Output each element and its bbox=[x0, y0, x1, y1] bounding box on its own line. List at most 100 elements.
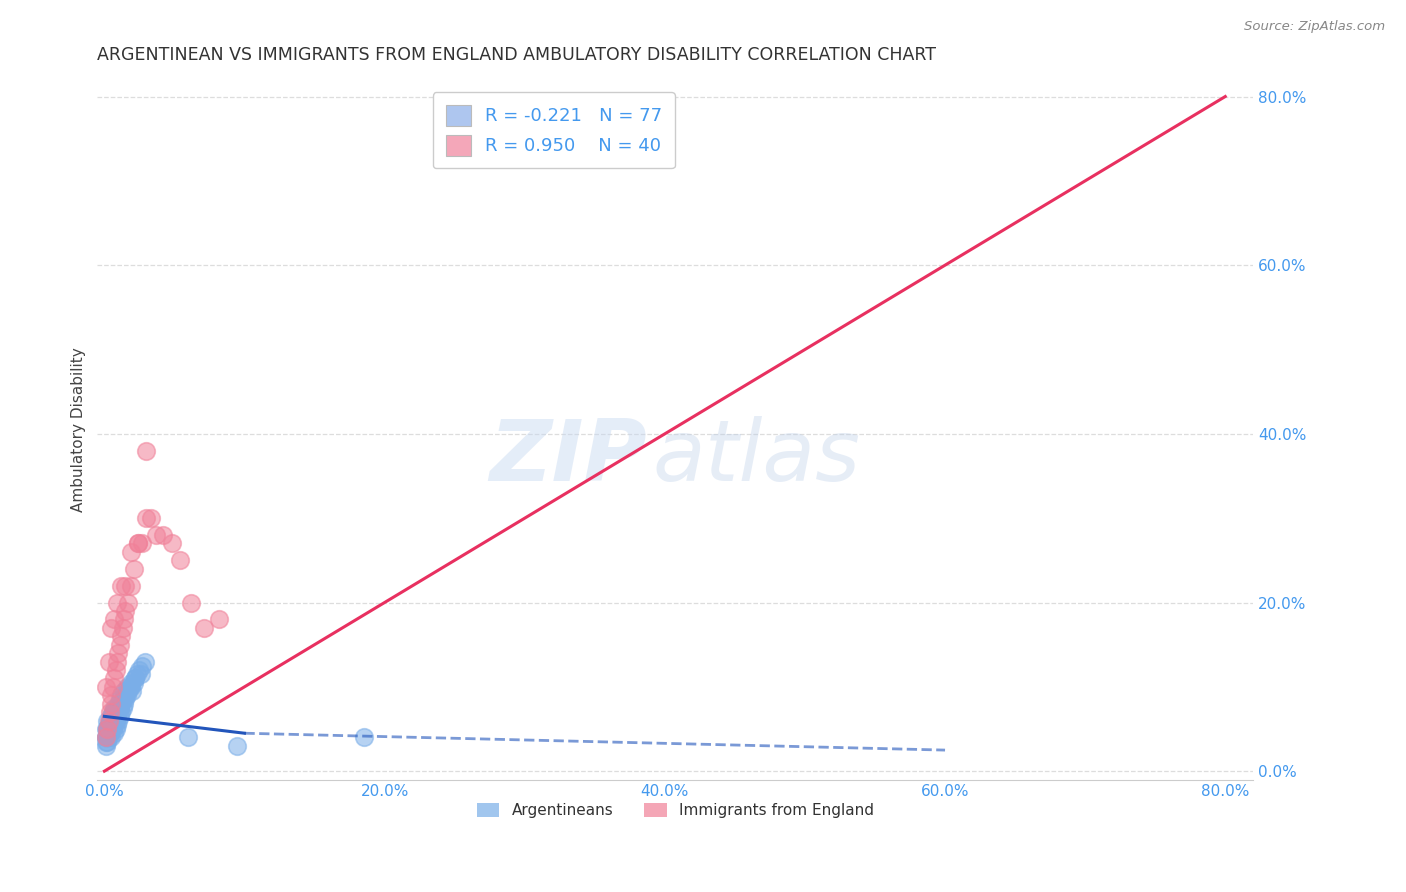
Point bbox=[112, 697, 135, 711]
Point bbox=[110, 629, 132, 643]
Point bbox=[128, 663, 150, 677]
Point bbox=[100, 731, 122, 745]
Point bbox=[97, 718, 120, 732]
Point bbox=[101, 705, 124, 719]
Point bbox=[103, 709, 125, 723]
Point bbox=[208, 612, 231, 626]
Point bbox=[115, 688, 138, 702]
Point bbox=[107, 705, 129, 719]
Point bbox=[152, 528, 174, 542]
Point bbox=[122, 675, 145, 690]
Point bbox=[103, 612, 125, 626]
Point bbox=[103, 709, 125, 723]
Point bbox=[97, 726, 120, 740]
Point bbox=[107, 714, 129, 728]
Point bbox=[97, 726, 120, 740]
Point bbox=[96, 731, 118, 745]
Point bbox=[131, 658, 153, 673]
Point bbox=[97, 655, 120, 669]
Point bbox=[94, 731, 117, 745]
Point bbox=[100, 718, 122, 732]
Point bbox=[96, 722, 118, 736]
Point bbox=[135, 511, 157, 525]
Point bbox=[110, 697, 132, 711]
Point bbox=[108, 701, 131, 715]
Point bbox=[101, 714, 124, 728]
Point bbox=[103, 718, 125, 732]
Point bbox=[101, 680, 124, 694]
Point bbox=[117, 595, 139, 609]
Text: atlas: atlas bbox=[652, 417, 860, 500]
Point bbox=[114, 604, 136, 618]
Point bbox=[110, 688, 132, 702]
Point bbox=[135, 443, 157, 458]
Point bbox=[127, 536, 149, 550]
Point bbox=[98, 705, 121, 719]
Point bbox=[115, 680, 138, 694]
Point bbox=[103, 672, 125, 686]
Point bbox=[98, 714, 121, 728]
Point bbox=[120, 675, 142, 690]
Point bbox=[117, 684, 139, 698]
Point bbox=[100, 688, 122, 702]
Point bbox=[108, 692, 131, 706]
Point bbox=[98, 722, 121, 736]
Point bbox=[96, 722, 118, 736]
Point bbox=[193, 621, 215, 635]
Point bbox=[97, 718, 120, 732]
Point bbox=[120, 680, 142, 694]
Point bbox=[107, 646, 129, 660]
Y-axis label: Ambulatory Disability: Ambulatory Disability bbox=[72, 347, 86, 512]
Point bbox=[105, 709, 128, 723]
Point bbox=[120, 579, 142, 593]
Point bbox=[94, 739, 117, 753]
Point bbox=[127, 536, 149, 550]
Point bbox=[104, 705, 127, 719]
Point bbox=[108, 709, 131, 723]
Point bbox=[94, 731, 117, 745]
Point bbox=[96, 722, 118, 736]
Point bbox=[145, 528, 167, 542]
Point bbox=[100, 718, 122, 732]
Point bbox=[101, 722, 124, 736]
Point bbox=[112, 684, 135, 698]
Point bbox=[134, 655, 156, 669]
Point bbox=[101, 705, 124, 719]
Point bbox=[97, 714, 120, 728]
Point bbox=[112, 612, 135, 626]
Point bbox=[111, 701, 134, 715]
Point bbox=[111, 692, 134, 706]
Point bbox=[107, 697, 129, 711]
Point bbox=[124, 672, 146, 686]
Point bbox=[118, 680, 141, 694]
Point bbox=[122, 562, 145, 576]
Point bbox=[98, 722, 121, 736]
Point bbox=[94, 731, 117, 745]
Legend: Argentineans, Immigrants from England: Argentineans, Immigrants from England bbox=[471, 797, 880, 824]
Point bbox=[104, 663, 127, 677]
Point bbox=[105, 655, 128, 669]
Point bbox=[124, 672, 146, 686]
Point bbox=[114, 688, 136, 702]
Point bbox=[97, 731, 120, 745]
Point bbox=[98, 714, 121, 728]
Point bbox=[100, 709, 122, 723]
Point bbox=[97, 722, 120, 736]
Point bbox=[353, 731, 375, 745]
Point bbox=[114, 579, 136, 593]
Point bbox=[110, 705, 132, 719]
Point bbox=[96, 734, 118, 748]
Point bbox=[108, 638, 131, 652]
Point bbox=[111, 621, 134, 635]
Point bbox=[96, 714, 118, 728]
Point bbox=[110, 579, 132, 593]
Text: ARGENTINEAN VS IMMIGRANTS FROM ENGLAND AMBULATORY DISABILITY CORRELATION CHART: ARGENTINEAN VS IMMIGRANTS FROM ENGLAND A… bbox=[97, 46, 936, 64]
Point bbox=[100, 621, 122, 635]
Point bbox=[105, 595, 128, 609]
Point bbox=[103, 726, 125, 740]
Point bbox=[105, 718, 128, 732]
Text: Source: ZipAtlas.com: Source: ZipAtlas.com bbox=[1244, 20, 1385, 33]
Point bbox=[105, 701, 128, 715]
Point bbox=[169, 553, 191, 567]
Point bbox=[101, 714, 124, 728]
